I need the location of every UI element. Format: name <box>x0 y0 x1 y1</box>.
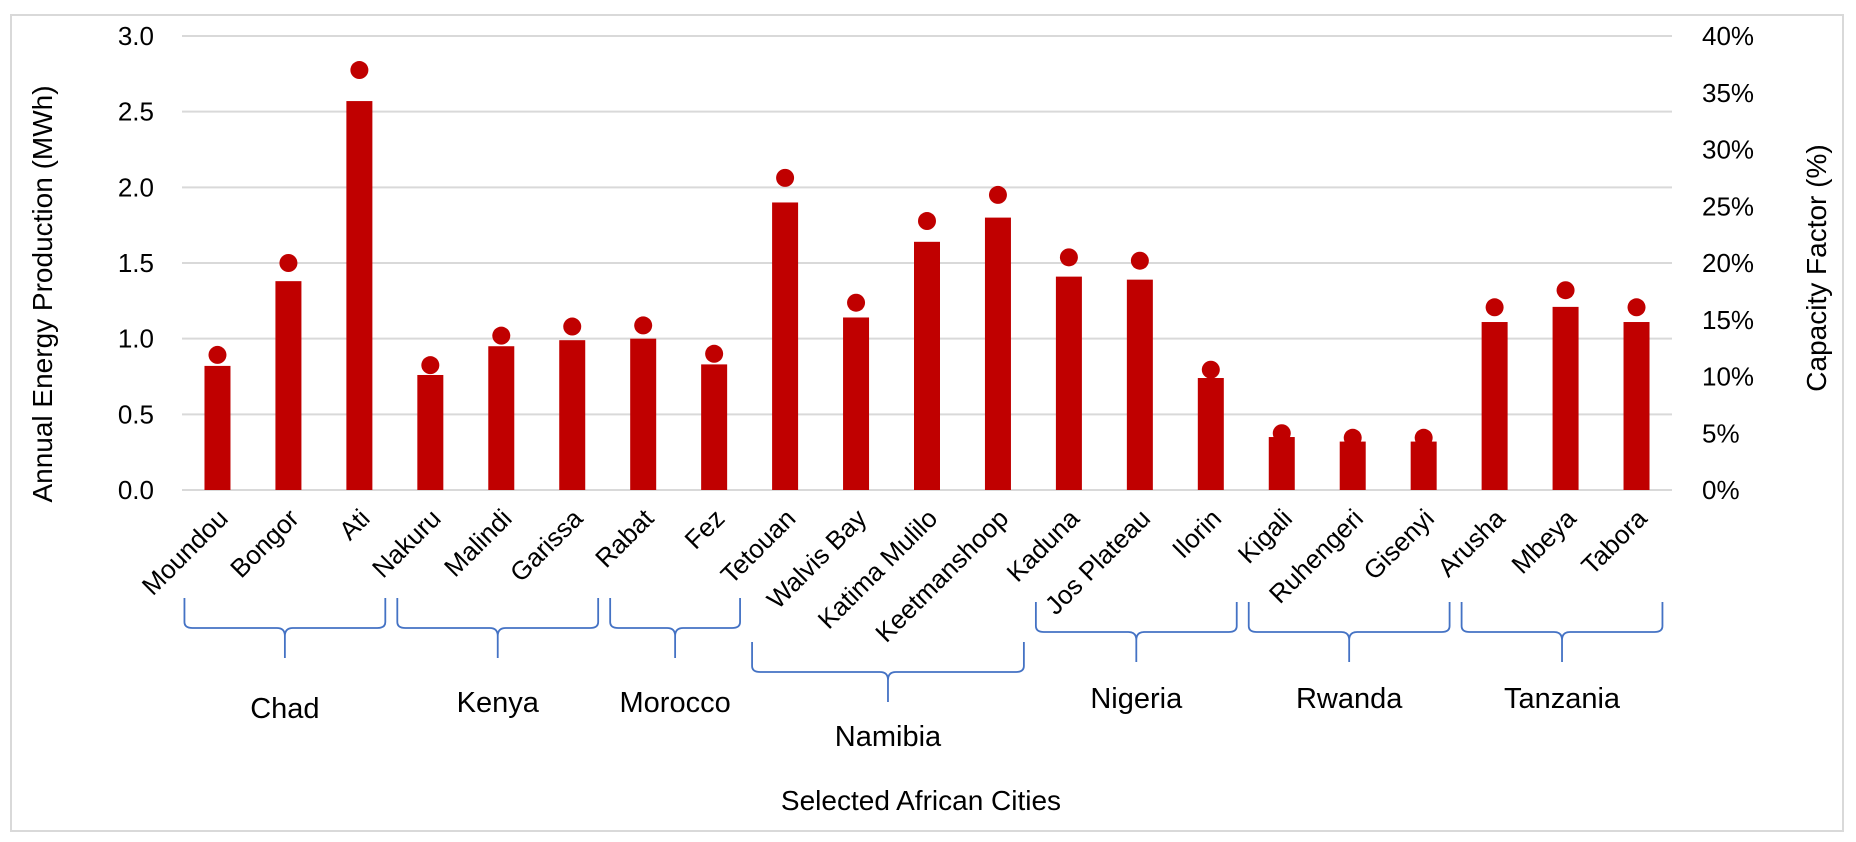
y2-tick-label: 15% <box>1702 305 1754 335</box>
bar <box>914 241 940 490</box>
y2-tick-label: 25% <box>1702 191 1754 221</box>
y2-tick-label: 30% <box>1702 135 1754 165</box>
category-label: Moundou <box>136 503 234 601</box>
bar <box>630 338 657 490</box>
capacity-point <box>1414 428 1433 447</box>
bar <box>1055 276 1082 490</box>
capacity-point <box>918 212 936 231</box>
group-label: Morocco <box>620 687 731 719</box>
capacity-point <box>492 326 511 345</box>
y2-tick-label: 0% <box>1702 475 1740 505</box>
capacity-point <box>1556 281 1575 300</box>
bar <box>701 364 728 490</box>
bar <box>1481 322 1508 490</box>
capacity-point <box>1201 360 1220 379</box>
bar <box>1410 441 1437 490</box>
y2-axis-title: Capacity Factor (%) <box>1801 144 1832 391</box>
capacity-point <box>1059 248 1078 267</box>
category-label: Kigali <box>1232 503 1298 569</box>
group-bracket <box>609 598 741 658</box>
y2-tick-label: 35% <box>1702 78 1754 108</box>
capacity-markers <box>208 61 1646 447</box>
capacity-point <box>634 316 653 335</box>
bar <box>204 365 231 490</box>
y-tick-label: 1.0 <box>118 324 154 354</box>
country-groups: Chad Kenya Morocco Namibia Nigeria Rwanda Tanz… <box>183 598 1664 753</box>
y-tick-label: 2.5 <box>118 97 154 127</box>
category-label: Gisenyi <box>1357 503 1440 586</box>
bar <box>1339 441 1366 490</box>
bar <box>275 281 302 490</box>
category-label: Ilorin <box>1166 503 1227 564</box>
bar <box>984 217 1011 490</box>
category-label: Arusha <box>1431 503 1511 583</box>
capacity-point <box>705 344 724 363</box>
left-axis-ticks: 0.0 0.5 1.0 1.5 2.0 2.5 3.0 <box>118 21 154 505</box>
x-axis-title: Selected African Cities <box>781 785 1061 816</box>
y-tick-label: 1.5 <box>118 248 154 278</box>
chart-frame <box>10 14 1844 832</box>
bar <box>559 340 586 490</box>
y-tick-label: 0.5 <box>118 399 154 429</box>
group-label: Kenya <box>457 687 540 719</box>
capacity-point <box>208 345 227 364</box>
capacity-point <box>350 61 369 80</box>
group-label: Rwanda <box>1296 683 1403 715</box>
bar <box>417 374 444 490</box>
bar <box>1197 378 1224 490</box>
category-label: Fez <box>679 503 731 555</box>
group-bracket <box>396 598 600 658</box>
bar <box>1126 279 1153 490</box>
bar <box>1552 306 1579 490</box>
capacity-point <box>1130 251 1149 270</box>
y-tick-label: 3.0 <box>118 21 154 51</box>
y2-tick-label: 20% <box>1702 248 1754 278</box>
group-label: Tanzania <box>1504 683 1621 715</box>
right-axis-ticks: 0% 5% 10% 15% 20% 25% 30% 35% 40% <box>1702 21 1754 505</box>
y-tick-label: 0.0 <box>118 475 154 505</box>
capacity-point <box>847 293 866 312</box>
category-label: Malindi <box>438 503 517 582</box>
bars <box>204 101 1650 490</box>
bar <box>488 346 515 490</box>
category-label: Bongor <box>224 503 305 584</box>
group-bracket <box>1034 602 1238 662</box>
bar <box>1268 437 1295 490</box>
group-label: Nigeria <box>1090 683 1183 715</box>
category-label: Rabat <box>589 502 660 573</box>
capacity-point <box>1272 424 1291 443</box>
group-bracket <box>1247 602 1451 662</box>
y2-tick-label: 40% <box>1702 21 1754 51</box>
category-label: Nakuru <box>366 503 446 583</box>
category-label: Garissa <box>504 503 589 588</box>
category-label: Ati <box>333 503 376 546</box>
y2-tick-label: 5% <box>1702 418 1740 448</box>
group-bracket <box>751 642 1025 702</box>
bar <box>843 317 870 490</box>
group-bracket <box>1460 602 1664 662</box>
capacity-point <box>421 356 440 375</box>
y-tick-label: 2.0 <box>118 172 154 202</box>
capacity-point <box>988 185 1007 204</box>
capacity-point <box>279 254 298 272</box>
capacity-point <box>1343 428 1362 447</box>
capacity-point <box>1627 298 1646 317</box>
y2-tick-label: 10% <box>1702 362 1754 392</box>
bar <box>346 101 373 490</box>
y-axis-title: Annual Energy Production (MWh) <box>27 85 58 502</box>
group-bracket <box>183 598 387 658</box>
group-label: Namibia <box>835 721 942 753</box>
category-label: Tabora <box>1575 503 1653 581</box>
capacity-point <box>563 317 582 336</box>
group-label: Chad <box>250 693 319 725</box>
capacity-point <box>1485 298 1504 317</box>
category-label: Mbeya <box>1505 503 1582 580</box>
capacity-point <box>776 168 795 187</box>
bar <box>772 202 799 490</box>
bar <box>1623 322 1650 490</box>
